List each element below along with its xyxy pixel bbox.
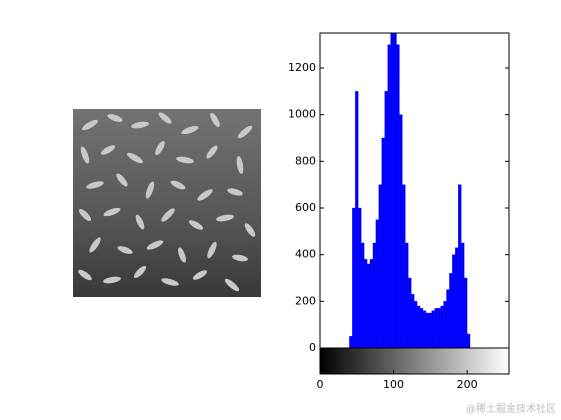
bar	[440, 305, 444, 348]
bar	[446, 289, 450, 348]
bar	[372, 242, 377, 348]
bar	[355, 91, 359, 348]
bar	[352, 207, 356, 348]
y-tick-label: 200	[295, 294, 316, 307]
bar	[461, 242, 465, 348]
bar	[396, 44, 400, 348]
bar	[399, 114, 403, 348]
y-tick-label: 400	[295, 248, 316, 261]
bar	[443, 301, 447, 348]
y-tick-label: 1000	[288, 108, 316, 121]
bar	[449, 273, 453, 348]
bar	[428, 312, 432, 348]
y-tick-label: 800	[295, 154, 316, 167]
bar	[422, 310, 427, 348]
bar	[452, 254, 456, 348]
bar	[434, 308, 438, 348]
bar	[411, 294, 415, 348]
bar	[463, 277, 468, 348]
y-tick-label: 600	[295, 201, 316, 214]
bar	[366, 263, 371, 348]
bar	[405, 242, 409, 348]
bar	[402, 184, 406, 348]
bar	[375, 219, 379, 348]
bar	[455, 247, 459, 348]
bar	[349, 336, 353, 348]
bar	[378, 184, 382, 348]
bar	[390, 33, 394, 348]
bar	[458, 184, 462, 348]
bar	[361, 242, 365, 348]
bar	[393, 33, 397, 348]
bar	[387, 44, 391, 348]
x-tick-label: 0	[317, 378, 324, 391]
bar	[358, 207, 362, 348]
rice-image	[73, 109, 261, 297]
plot-area	[349, 33, 471, 348]
bar	[381, 137, 385, 348]
bar	[425, 312, 429, 348]
bar	[437, 308, 441, 348]
x-tick-label: 100	[383, 378, 404, 391]
bar	[363, 259, 368, 348]
watermark: @稀土掘金技术社区	[466, 402, 556, 415]
y-tick-label: 0	[309, 341, 316, 354]
axes-box	[319, 32, 510, 349]
x-tick-label: 200	[457, 378, 478, 391]
bar	[369, 259, 374, 348]
bar	[413, 301, 418, 348]
bar	[416, 305, 421, 348]
bar	[431, 310, 435, 348]
y-tick-label: 1200	[288, 61, 316, 74]
bar	[466, 333, 471, 348]
bar	[384, 91, 388, 348]
colorbar	[319, 347, 510, 375]
bar	[408, 277, 412, 348]
bar	[419, 308, 424, 348]
